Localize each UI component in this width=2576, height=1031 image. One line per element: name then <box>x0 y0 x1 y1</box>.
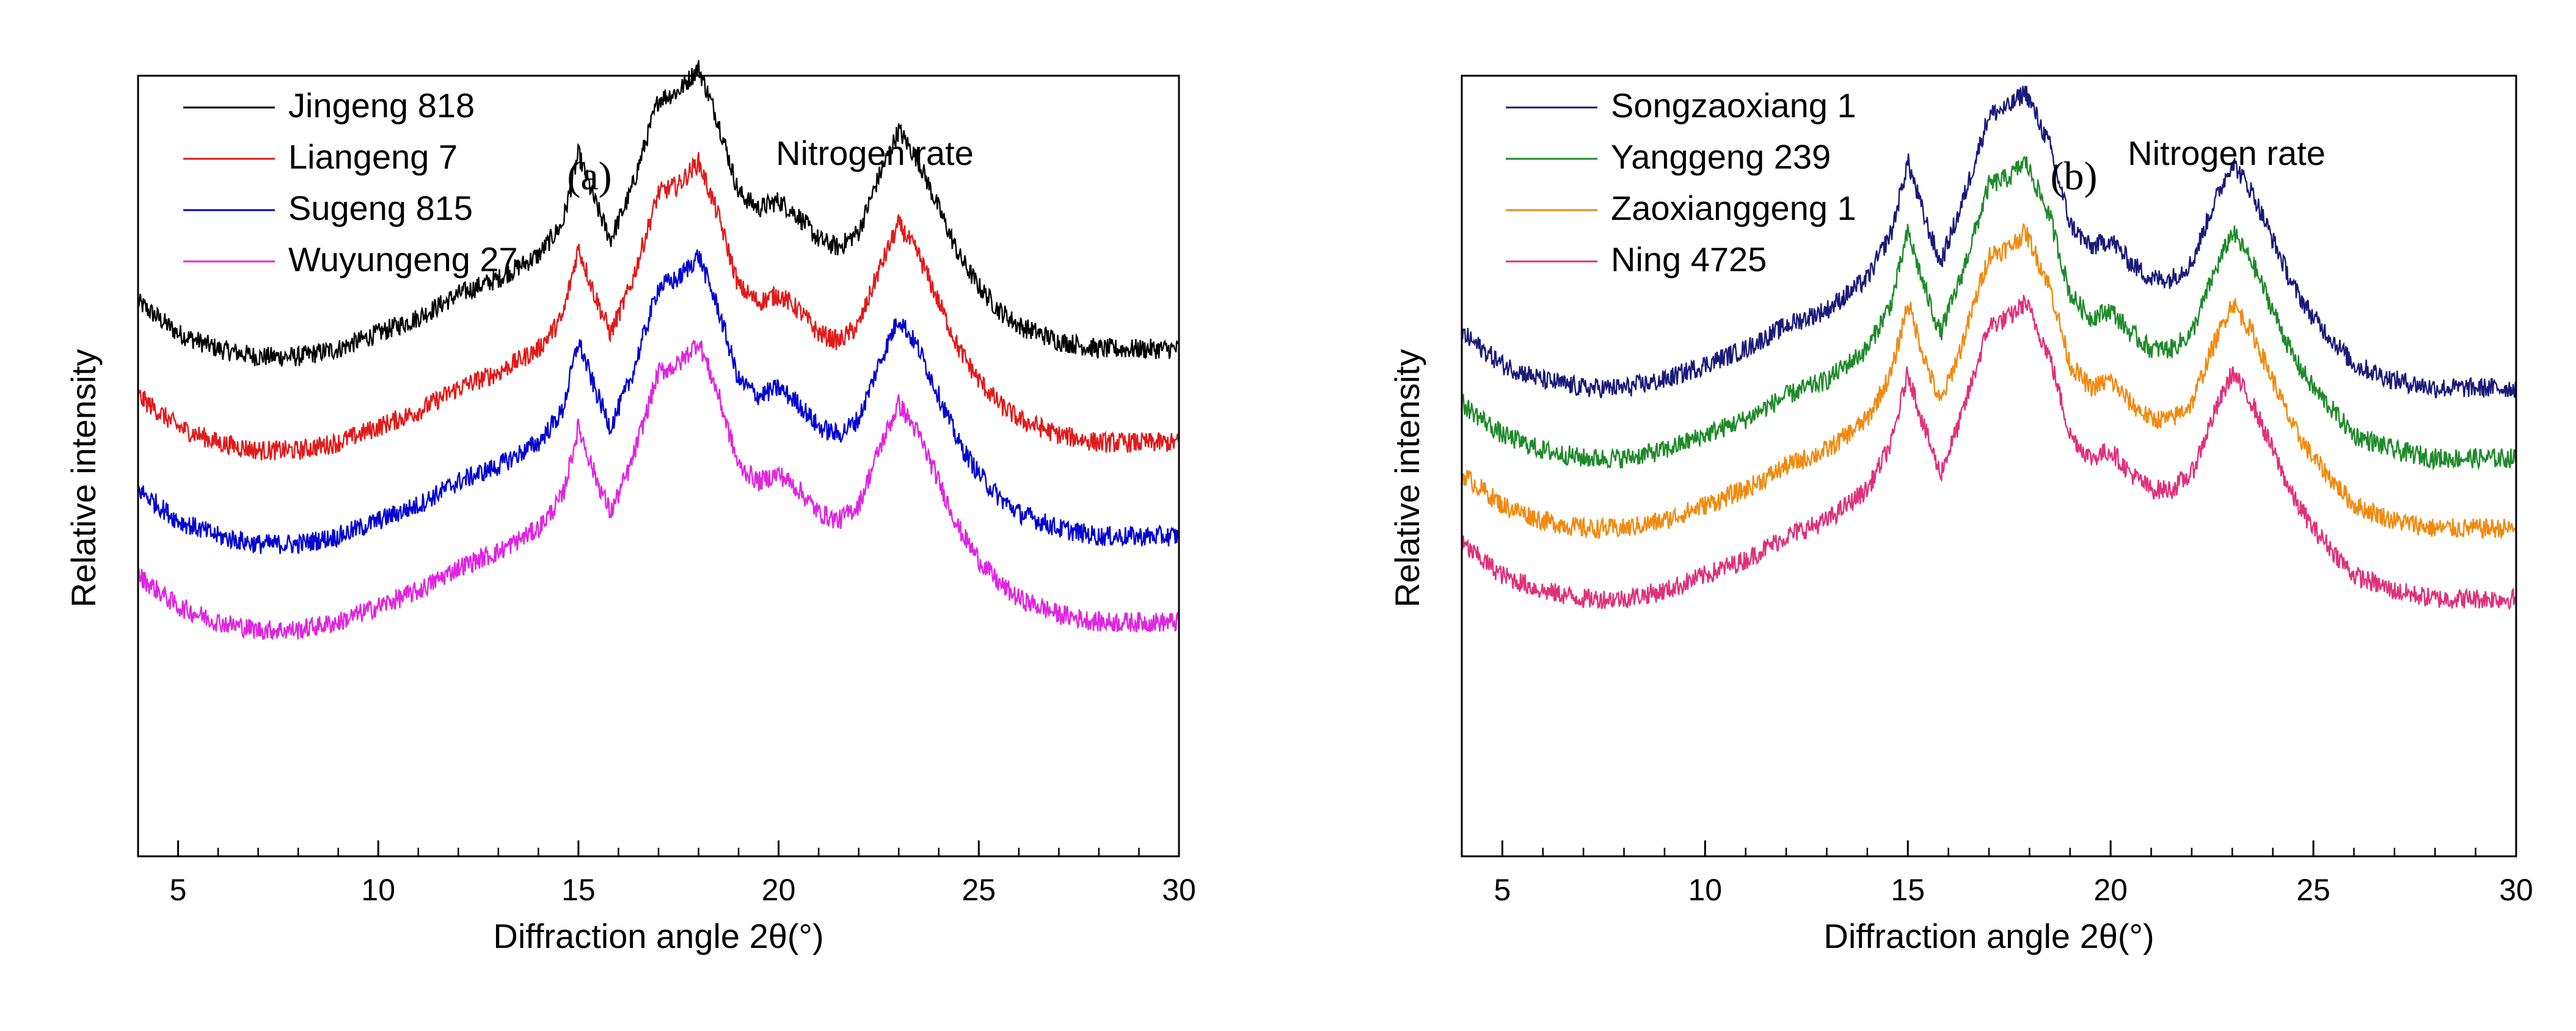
x-tick-label: 20 <box>762 873 796 907</box>
series-line-jingeng-818 <box>137 60 1180 367</box>
x-axis-label: Diffraction angle 2θ(°) <box>493 917 823 955</box>
x-tick-label: 15 <box>1891 873 1925 907</box>
chart-panel-a: 5 10 15 20 25 30 Diffraction angle 2θ(°) Relati… <box>64 60 1196 955</box>
series-line-wuyungeng-27 <box>137 340 1180 640</box>
legend-label: Songzaoxiang 1 <box>1611 86 1856 125</box>
x-tick-label: 30 <box>1162 873 1196 907</box>
legend-label: Liangeng 7 <box>288 137 458 176</box>
chart-panel-b: 5 10 15 20 25 30 Diffraction angle 2θ(°) Relati… <box>1388 75 2533 955</box>
x-tick-label: 5 <box>170 873 187 907</box>
y-axis-label: Relative intensity <box>1388 349 1426 607</box>
x-tick-label: 20 <box>2093 873 2128 907</box>
x-tick-label: 30 <box>2499 873 2533 907</box>
series-line-ning-4725 <box>1461 294 2517 611</box>
panel-label: (a) <box>567 154 611 199</box>
x-tick-label: 15 <box>561 873 596 907</box>
x-tick-label: 25 <box>2296 873 2330 907</box>
x-tick-label: 25 <box>961 873 996 907</box>
y-axis-label: Relative intensity <box>64 349 103 607</box>
legend-label: Sugeng 815 <box>288 189 473 227</box>
series-line-liangeng-7 <box>137 151 1180 461</box>
series-line-sugeng-815 <box>137 249 1180 555</box>
legend-label: Yanggeng 239 <box>1611 137 1831 176</box>
panel-label: (b) <box>2051 154 2098 199</box>
series-line-yanggeng-239 <box>1461 156 2517 471</box>
x-tick-label: 10 <box>1688 873 1722 907</box>
x-tick-label: 10 <box>361 873 395 907</box>
legend-label: Ning 4725 <box>1611 240 1767 279</box>
series-line-songzaoxiang-1 <box>1461 86 2517 399</box>
legend-label: Jingeng 818 <box>288 86 475 125</box>
nitrogen-rate-annotation: Nitrogen rate <box>776 134 974 172</box>
x-axis-label: Diffraction angle 2θ(°) <box>1823 917 2154 955</box>
x-tick-label: 5 <box>1494 873 1511 907</box>
legend-label: Zaoxianggeng 1 <box>1611 189 1856 227</box>
nitrogen-rate-annotation: Nitrogen rate <box>2128 134 2326 172</box>
series-line-zaoxianggeng-1 <box>1461 223 2517 539</box>
legend-label: Wuyungeng 27 <box>288 240 518 279</box>
